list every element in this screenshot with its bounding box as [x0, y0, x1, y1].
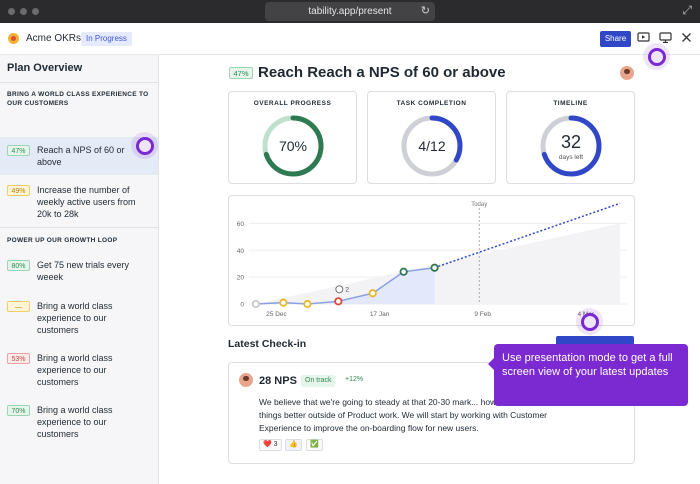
plan-status-badge: In Progress: [81, 32, 132, 46]
window-minimize-dot[interactable]: [20, 8, 27, 15]
checkin-point: [279, 298, 288, 307]
active-item-highlight: [0, 137, 158, 175]
checkin-author-avatar[interactable]: [239, 373, 253, 387]
sidebar-section-title: BRING A WORLD CLASS EXPERIENCE TO OUR CU…: [7, 91, 149, 107]
checkin-point: [303, 299, 312, 309]
sidebar-item-label: Reach a NPS of 60 or above: [37, 145, 125, 167]
checkin-card: 28 NPS On track +12% We believe that we'…: [228, 362, 635, 464]
org-logo-icon: [8, 33, 19, 44]
heart-icon: ❤️: [263, 441, 272, 448]
task-completion-value: 4/12: [418, 138, 446, 154]
progress-badge: —: [7, 301, 30, 312]
timeline-days-value: 32: [560, 131, 582, 152]
task-completion-card: TASK COMPLETION 4/12: [367, 91, 496, 184]
address-bar[interactable]: tability.app/present ↻: [265, 2, 435, 21]
goal-title: Reach Reach a NPS of 60 or above: [258, 64, 506, 81]
plan-overview-sidebar: Plan Overview BRING A WORLD CLASS EXPERI…: [0, 55, 159, 484]
sidebar-item-label: Get 75 new trials every weeek: [37, 260, 130, 282]
checkin-value: 28 NPS: [259, 375, 297, 387]
y-tick-label: 0: [240, 302, 244, 309]
reload-icon[interactable]: ↻: [420, 5, 430, 17]
sidebar-section-title: POWER UP OUR GROWTH LOOP: [7, 237, 118, 244]
owner-avatar[interactable]: [620, 66, 634, 80]
card-label: OVERALL PROGRESS: [253, 100, 332, 107]
actual-area: [255, 267, 435, 304]
timeline-ring: [540, 115, 602, 177]
url-text: tability.app/present: [308, 6, 392, 17]
x-tick-label: 25 Dec: [266, 311, 287, 318]
tour-hotspot[interactable]: [131, 132, 158, 159]
latest-checkin-heading: Latest Check-in: [228, 338, 307, 350]
overall-progress-ring: [262, 115, 324, 177]
overall-progress-card: OVERALL PROGRESS 70%: [228, 91, 357, 184]
sidebar-item-label: Bring a world class experience to our cu…: [37, 301, 113, 335]
tour-hotspot[interactable]: [643, 43, 670, 70]
app: Acme OKRs In Progress Share Plan Overvie…: [0, 23, 700, 484]
overall-progress-value: 70%: [278, 138, 308, 154]
reaction-thumbs-up[interactable]: 👍: [285, 439, 302, 451]
x-tick-label: 9 Feb: [474, 311, 491, 318]
progress-badge: 47%: [7, 145, 30, 156]
browser-chrome: tability.app/present ↻ ⤢: [0, 0, 700, 23]
timeline-card: TIMELINE 32 days left: [506, 91, 635, 184]
progress-badge: 49%: [7, 185, 30, 196]
expand-icon[interactable]: ⤢: [682, 3, 692, 17]
y-tick-label: 20: [237, 275, 245, 282]
target-band: [255, 223, 621, 304]
sidebar-item-label: Bring a world class experience to our cu…: [37, 353, 113, 387]
divider: [0, 82, 159, 83]
window-zoom-dot[interactable]: [32, 8, 39, 15]
y-tick-label: 60: [237, 221, 245, 228]
checkin-delta: +12%: [345, 376, 364, 383]
divider: [0, 227, 159, 228]
sidebar-item-label: Bring a world class experience to our cu…: [37, 405, 113, 439]
presentation-mode-tooltip[interactable]: Use presentation mode to get a full scre…: [488, 344, 688, 406]
progress-badge: 70%: [7, 405, 30, 416]
window-close-dot[interactable]: [8, 8, 15, 15]
comment-icon: [335, 285, 344, 294]
checkin-body: We believe that we're going to steady at…: [259, 397, 549, 433]
progress-badge: 53%: [7, 353, 30, 364]
task-completion-ring: [401, 115, 463, 177]
monitor-icon[interactable]: [659, 32, 672, 46]
checkin-point: [251, 299, 260, 309]
thumbs-up-icon: 👍: [289, 441, 298, 448]
comment-count: 2: [345, 286, 349, 293]
top-bar: Acme OKRs In Progress Share: [0, 23, 700, 55]
forecast-line: [434, 202, 621, 269]
tooltip-text: Use presentation mode to get a full scre…: [502, 352, 673, 378]
card-label: TASK COMPLETION: [396, 100, 467, 107]
share-button[interactable]: Share: [600, 31, 631, 47]
reaction-count: 3: [273, 441, 278, 448]
checkin-status-badge: On track: [301, 375, 336, 387]
close-icon[interactable]: [681, 32, 692, 46]
sidebar-title: Plan Overview: [7, 62, 83, 74]
x-tick-label: 17 Jan: [370, 311, 390, 318]
check-icon: ✅: [310, 441, 319, 448]
card-label: TIMELINE: [553, 100, 588, 107]
timeline-days-caption: days left: [558, 153, 584, 161]
goal-progress-badge: 47%: [229, 67, 253, 79]
checkin-point: [399, 267, 408, 276]
progress-badge: 80%: [7, 260, 30, 271]
y-tick-label: 40: [237, 248, 245, 255]
org-name: Acme OKRs: [26, 33, 82, 44]
checkin-point: [430, 263, 439, 272]
reaction-heart[interactable]: ❤️ 3: [259, 439, 282, 451]
reaction-check[interactable]: ✅: [306, 439, 323, 451]
checkin-point: [334, 297, 343, 306]
checkin-point: [368, 289, 377, 298]
today-label: Today: [471, 202, 487, 208]
main-content: 47% Reach Reach a NPS of 60 or above OVE…: [160, 55, 700, 484]
tour-hotspot[interactable]: [576, 308, 603, 335]
present-icon[interactable]: [637, 32, 650, 46]
sidebar-item-label: Increase the number of weekly active use…: [37, 185, 136, 219]
